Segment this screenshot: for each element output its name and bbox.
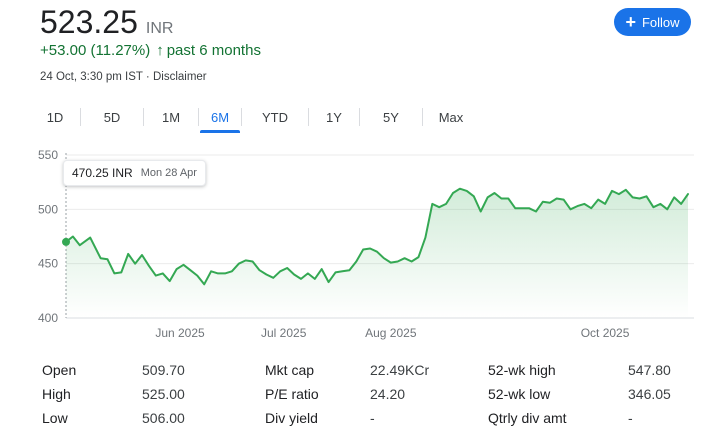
stat-value: 506.00 [142, 410, 185, 426]
stat-label: 52-wk high [488, 362, 556, 378]
tab-1m[interactable]: 1M [161, 110, 181, 125]
x-tick-label: Aug 2025 [365, 326, 417, 340]
price-change: +53.00 (11.27%) ↑ past 6 months [40, 42, 261, 59]
tab-divider [308, 108, 309, 126]
tab-ytd[interactable]: YTD [262, 110, 288, 125]
y-tick-label: 500 [38, 202, 58, 216]
price-header: 523.25 INR [40, 4, 173, 40]
change-period: past 6 months [166, 42, 261, 59]
tab-divider [198, 108, 199, 126]
currency-label: INR [145, 20, 174, 37]
y-tick-label: 550 [38, 148, 58, 162]
y-tick-label: 450 [38, 257, 58, 271]
series-line [65, 187, 689, 286]
y-tick-label: 400 [38, 311, 58, 325]
stat-label: 52-wk low [488, 386, 551, 402]
stats-row: High 525.00 P/E ratio 24.20 52-wk low 34… [42, 386, 682, 406]
tab-divider [241, 108, 242, 126]
stat-label: Low [42, 410, 68, 426]
stat-label: High [42, 386, 71, 402]
timestamp: 24 Oct, 3:30 pm IST [40, 71, 143, 83]
tab-max[interactable]: Max [438, 110, 464, 125]
tab-divider [422, 108, 423, 126]
tab-5d[interactable]: 5D [103, 110, 121, 125]
stats-row: Open 509.70 Mkt cap 22.49KCr 52-wk high … [42, 362, 682, 382]
tab-6m[interactable]: 6M [199, 104, 241, 133]
follow-label: Follow [641, 14, 680, 30]
current-price: 523.25 [40, 4, 138, 40]
stat-value: 24.20 [370, 386, 406, 402]
plus-icon: + [625, 12, 636, 32]
disclaimer-link[interactable]: Disclaimer [152, 71, 207, 83]
tooltip-value: 470.25 INR [72, 166, 133, 180]
arrow-up-icon: ↑ [156, 42, 164, 59]
x-tick-label: Jul 2025 [261, 326, 307, 340]
meta-separator: · [145, 71, 150, 83]
follow-button[interactable]: + Follow [614, 8, 691, 36]
tab-divider [80, 108, 81, 126]
stat-value: 509.70 [142, 362, 185, 378]
chart-tooltip: 470.25 INR Mon 28 Apr [63, 160, 206, 186]
stat-value: 346.05 [628, 386, 671, 402]
stat-label: Mkt cap [265, 362, 315, 378]
tab-5y[interactable]: 5Y [383, 110, 399, 125]
tab-1y[interactable]: 1Y [326, 110, 342, 125]
stats-row: Low 506.00 Div yield - Qtrly div amt - [42, 410, 682, 430]
tab-1d[interactable]: 1D [46, 110, 64, 125]
quote-meta: 24 Oct, 3:30 pm IST · Disclaimer [40, 71, 207, 83]
hover-point [62, 237, 70, 246]
stat-value: 547.80 [628, 362, 671, 378]
price-chart[interactable]: 550 500 450 400 Jun 2025 Jul 2025 Aug 2025 Oct … [0, 140, 725, 345]
tab-divider [143, 108, 144, 126]
x-tick-label: Oct 2025 [581, 326, 630, 340]
stat-value: - [628, 410, 633, 426]
stat-label: Qtrly div amt [488, 410, 567, 426]
stat-value: 22.49KCr [370, 362, 430, 378]
stat-label: Div yield [265, 410, 318, 426]
x-tick-label: Jun 2025 [155, 326, 205, 340]
change-value: +53.00 (11.27%) [40, 42, 151, 59]
stat-value: 525.00 [142, 386, 185, 402]
series-area [66, 188, 688, 318]
stat-label: Open [42, 362, 77, 378]
tab-divider [359, 108, 360, 126]
tooltip-date: Mon 28 Apr [140, 167, 197, 179]
stat-value: - [370, 410, 375, 426]
stat-label: P/E ratio [265, 386, 319, 402]
range-tabs: 1D 5D 1M 6M YTD 1Y 5Y Max [30, 104, 479, 133]
